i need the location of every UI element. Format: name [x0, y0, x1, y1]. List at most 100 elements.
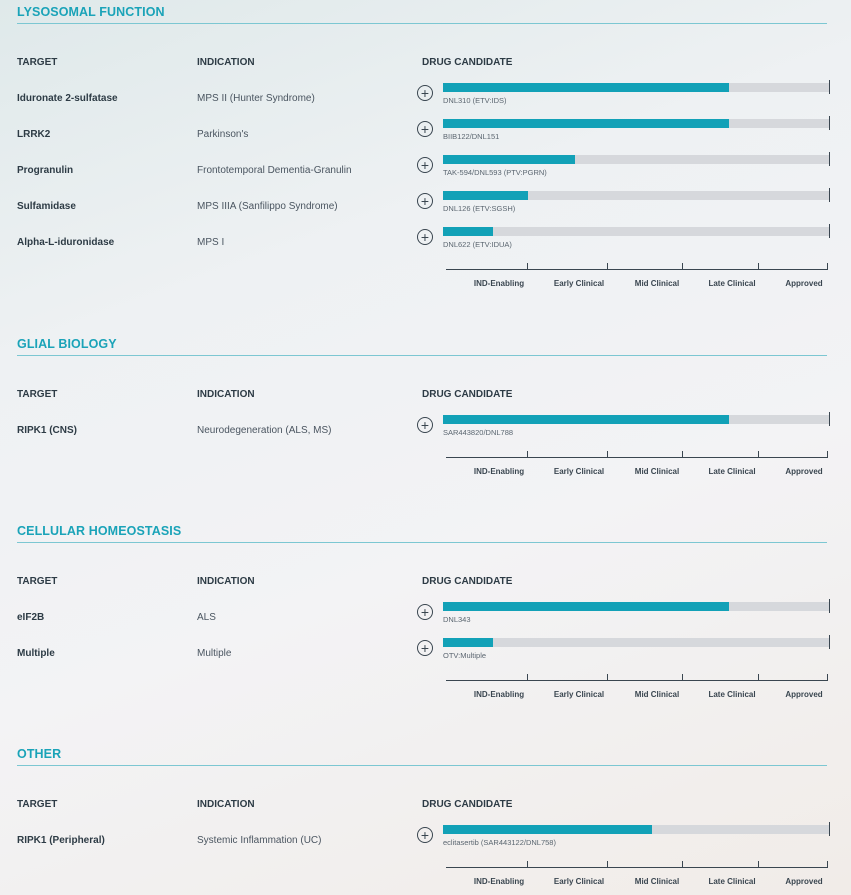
progress-bar-track	[443, 602, 830, 611]
progress-bar-track	[443, 155, 830, 164]
stage-label: Early Clinical	[553, 467, 605, 476]
stage-axis-tick	[682, 451, 683, 458]
stage-axis-tick	[758, 674, 759, 681]
indication-name: Multiple	[197, 648, 232, 659]
stage-axis-line	[446, 680, 827, 681]
stage-label: Mid Clinical	[634, 279, 680, 288]
stage-axis-tick	[607, 263, 608, 270]
column-header-target: TARGET	[17, 57, 58, 68]
drug-candidate-name: DNL343	[443, 615, 471, 624]
progress-bar-end-marker	[829, 188, 831, 202]
stage-axis-tick	[527, 451, 528, 458]
section-divider	[17, 355, 827, 356]
indication-name: Parkinson's	[197, 129, 249, 140]
progress-bar-fill	[443, 227, 494, 236]
stage-label: Late Clinical	[708, 690, 756, 699]
target-name: RIPK1 (CNS)	[17, 425, 78, 436]
pipeline-row: RIPK1 (CNS) Neurodegeneration (ALS, MS) + S…	[0, 412, 851, 455]
progress-bar-fill	[443, 602, 730, 611]
drug-candidate-name: eclitasertib (SAR443122/DNL758)	[443, 838, 556, 847]
pipeline-section: OTHER TARGET INDICATION DRUG CANDIDATE	[0, 747, 851, 867]
stage-label: IND-Enabling	[473, 877, 525, 886]
section-title: OTHER	[17, 747, 62, 761]
stage-axis-line	[446, 457, 827, 458]
drug-candidate-name: OTV:Multiple	[443, 651, 487, 660]
column-header-indication: INDICATION	[197, 799, 255, 810]
stage-axis-line	[446, 867, 827, 868]
column-header-target: TARGET	[17, 576, 58, 587]
stage-axis: IND-Enabling Early Clinical Mid Clinical La…	[446, 859, 828, 889]
column-header-drug-candidate: DRUG CANDIDATE	[422, 389, 513, 400]
pipeline-row: LRRK2 Parkinson's + BIIB122/DNL151	[0, 116, 851, 159]
stage-label: Mid Clinical	[634, 690, 680, 699]
section-divider	[17, 542, 827, 543]
stage-axis-tick	[607, 451, 608, 458]
pipeline-section: LYSOSOMAL FUNCTION TARGET INDICATION DRUG C…	[0, 5, 851, 125]
progress-bar-track	[443, 191, 830, 200]
stage-label: Approved	[785, 279, 823, 288]
stage-label: IND-Enabling	[473, 467, 525, 476]
drug-candidate-name: TAK-594/DNL593 (PTV:PGRN)	[443, 168, 547, 177]
progress-bar-fill	[443, 638, 494, 647]
progress-bar-track	[443, 83, 830, 92]
target-name: Iduronate 2-sulfatase	[17, 93, 118, 104]
progress-bar-end-marker	[829, 80, 831, 94]
progress-bar-end-marker	[829, 599, 831, 613]
drug-candidate-name: BIIB122/DNL151	[443, 132, 500, 141]
column-header-indication: INDICATION	[197, 576, 255, 587]
target-name: Multiple	[17, 648, 55, 659]
pipeline-section: GLIAL BIOLOGY TARGET INDICATION DRUG CANDID…	[0, 337, 851, 457]
stage-axis-tick	[758, 451, 759, 458]
stage-label: Early Clinical	[553, 877, 605, 886]
stage-label: IND-Enabling	[473, 690, 525, 699]
column-header-target: TARGET	[17, 799, 58, 810]
expand-plus-icon[interactable]: +	[417, 640, 433, 656]
section-title: CELLULAR HOMEOSTASIS	[17, 524, 182, 538]
target-name: Progranulin	[17, 165, 74, 176]
expand-plus-icon[interactable]: +	[417, 121, 433, 137]
expand-plus-icon[interactable]: +	[417, 827, 433, 843]
expand-plus-icon[interactable]: +	[417, 193, 433, 209]
target-name: eIF2B	[17, 612, 45, 623]
expand-plus-icon[interactable]: +	[417, 604, 433, 620]
pipeline-row: Progranulin Frontotemporal Dementia-Granu…	[0, 152, 851, 195]
progress-bar-fill	[443, 119, 730, 128]
progress-bar-fill	[443, 155, 575, 164]
progress-bar-track	[443, 638, 830, 647]
drug-candidate-name: SAR443820/DNL788	[443, 428, 514, 437]
stage-label: Mid Clinical	[634, 467, 680, 476]
progress-bar-fill	[443, 83, 730, 92]
expand-plus-icon[interactable]: +	[417, 85, 433, 101]
stage-axis-tick	[682, 861, 683, 868]
pipeline-row: Multiple Multiple + OTV:Multiple	[0, 635, 851, 678]
stage-axis-tick	[827, 263, 828, 270]
column-header-drug-candidate: DRUG CANDIDATE	[422, 576, 513, 587]
section-title: LYSOSOMAL FUNCTION	[17, 5, 165, 19]
stage-axis: IND-Enabling Early Clinical Mid Clinical La…	[446, 449, 828, 479]
column-header-drug-candidate: DRUG CANDIDATE	[422, 799, 513, 810]
indication-name: Neurodegeneration (ALS, MS)	[197, 425, 332, 436]
section-divider	[17, 765, 827, 766]
progress-bar-end-marker	[829, 822, 831, 836]
pipeline-row: RIPK1 (Peripheral) Systemic Inflammation …	[0, 822, 851, 865]
indication-name: MPS I	[197, 237, 225, 248]
column-header-indication: INDICATION	[197, 389, 255, 400]
column-header-drug-candidate: DRUG CANDIDATE	[422, 57, 513, 68]
stage-axis-tick	[607, 861, 608, 868]
progress-bar-fill	[443, 191, 529, 200]
pipeline-row: eIF2B ALS + DNL343	[0, 599, 851, 642]
progress-bar-fill	[443, 825, 652, 834]
progress-bar-track	[443, 415, 830, 424]
expand-plus-icon[interactable]: +	[417, 157, 433, 173]
target-name: Alpha-L-iduronidase	[17, 237, 115, 248]
indication-name: Systemic Inflammation (UC)	[197, 835, 322, 846]
expand-plus-icon[interactable]: +	[417, 229, 433, 245]
progress-bar-end-marker	[829, 635, 831, 649]
drug-candidate-name: DNL310 (ETV:IDS)	[443, 96, 507, 105]
column-header-indication: INDICATION	[197, 57, 255, 68]
stage-axis-tick	[758, 263, 759, 270]
indication-name: MPS II (Hunter Syndrome)	[197, 93, 315, 104]
stage-axis-tick	[827, 861, 828, 868]
expand-plus-icon[interactable]: +	[417, 417, 433, 433]
stage-axis-tick	[682, 263, 683, 270]
